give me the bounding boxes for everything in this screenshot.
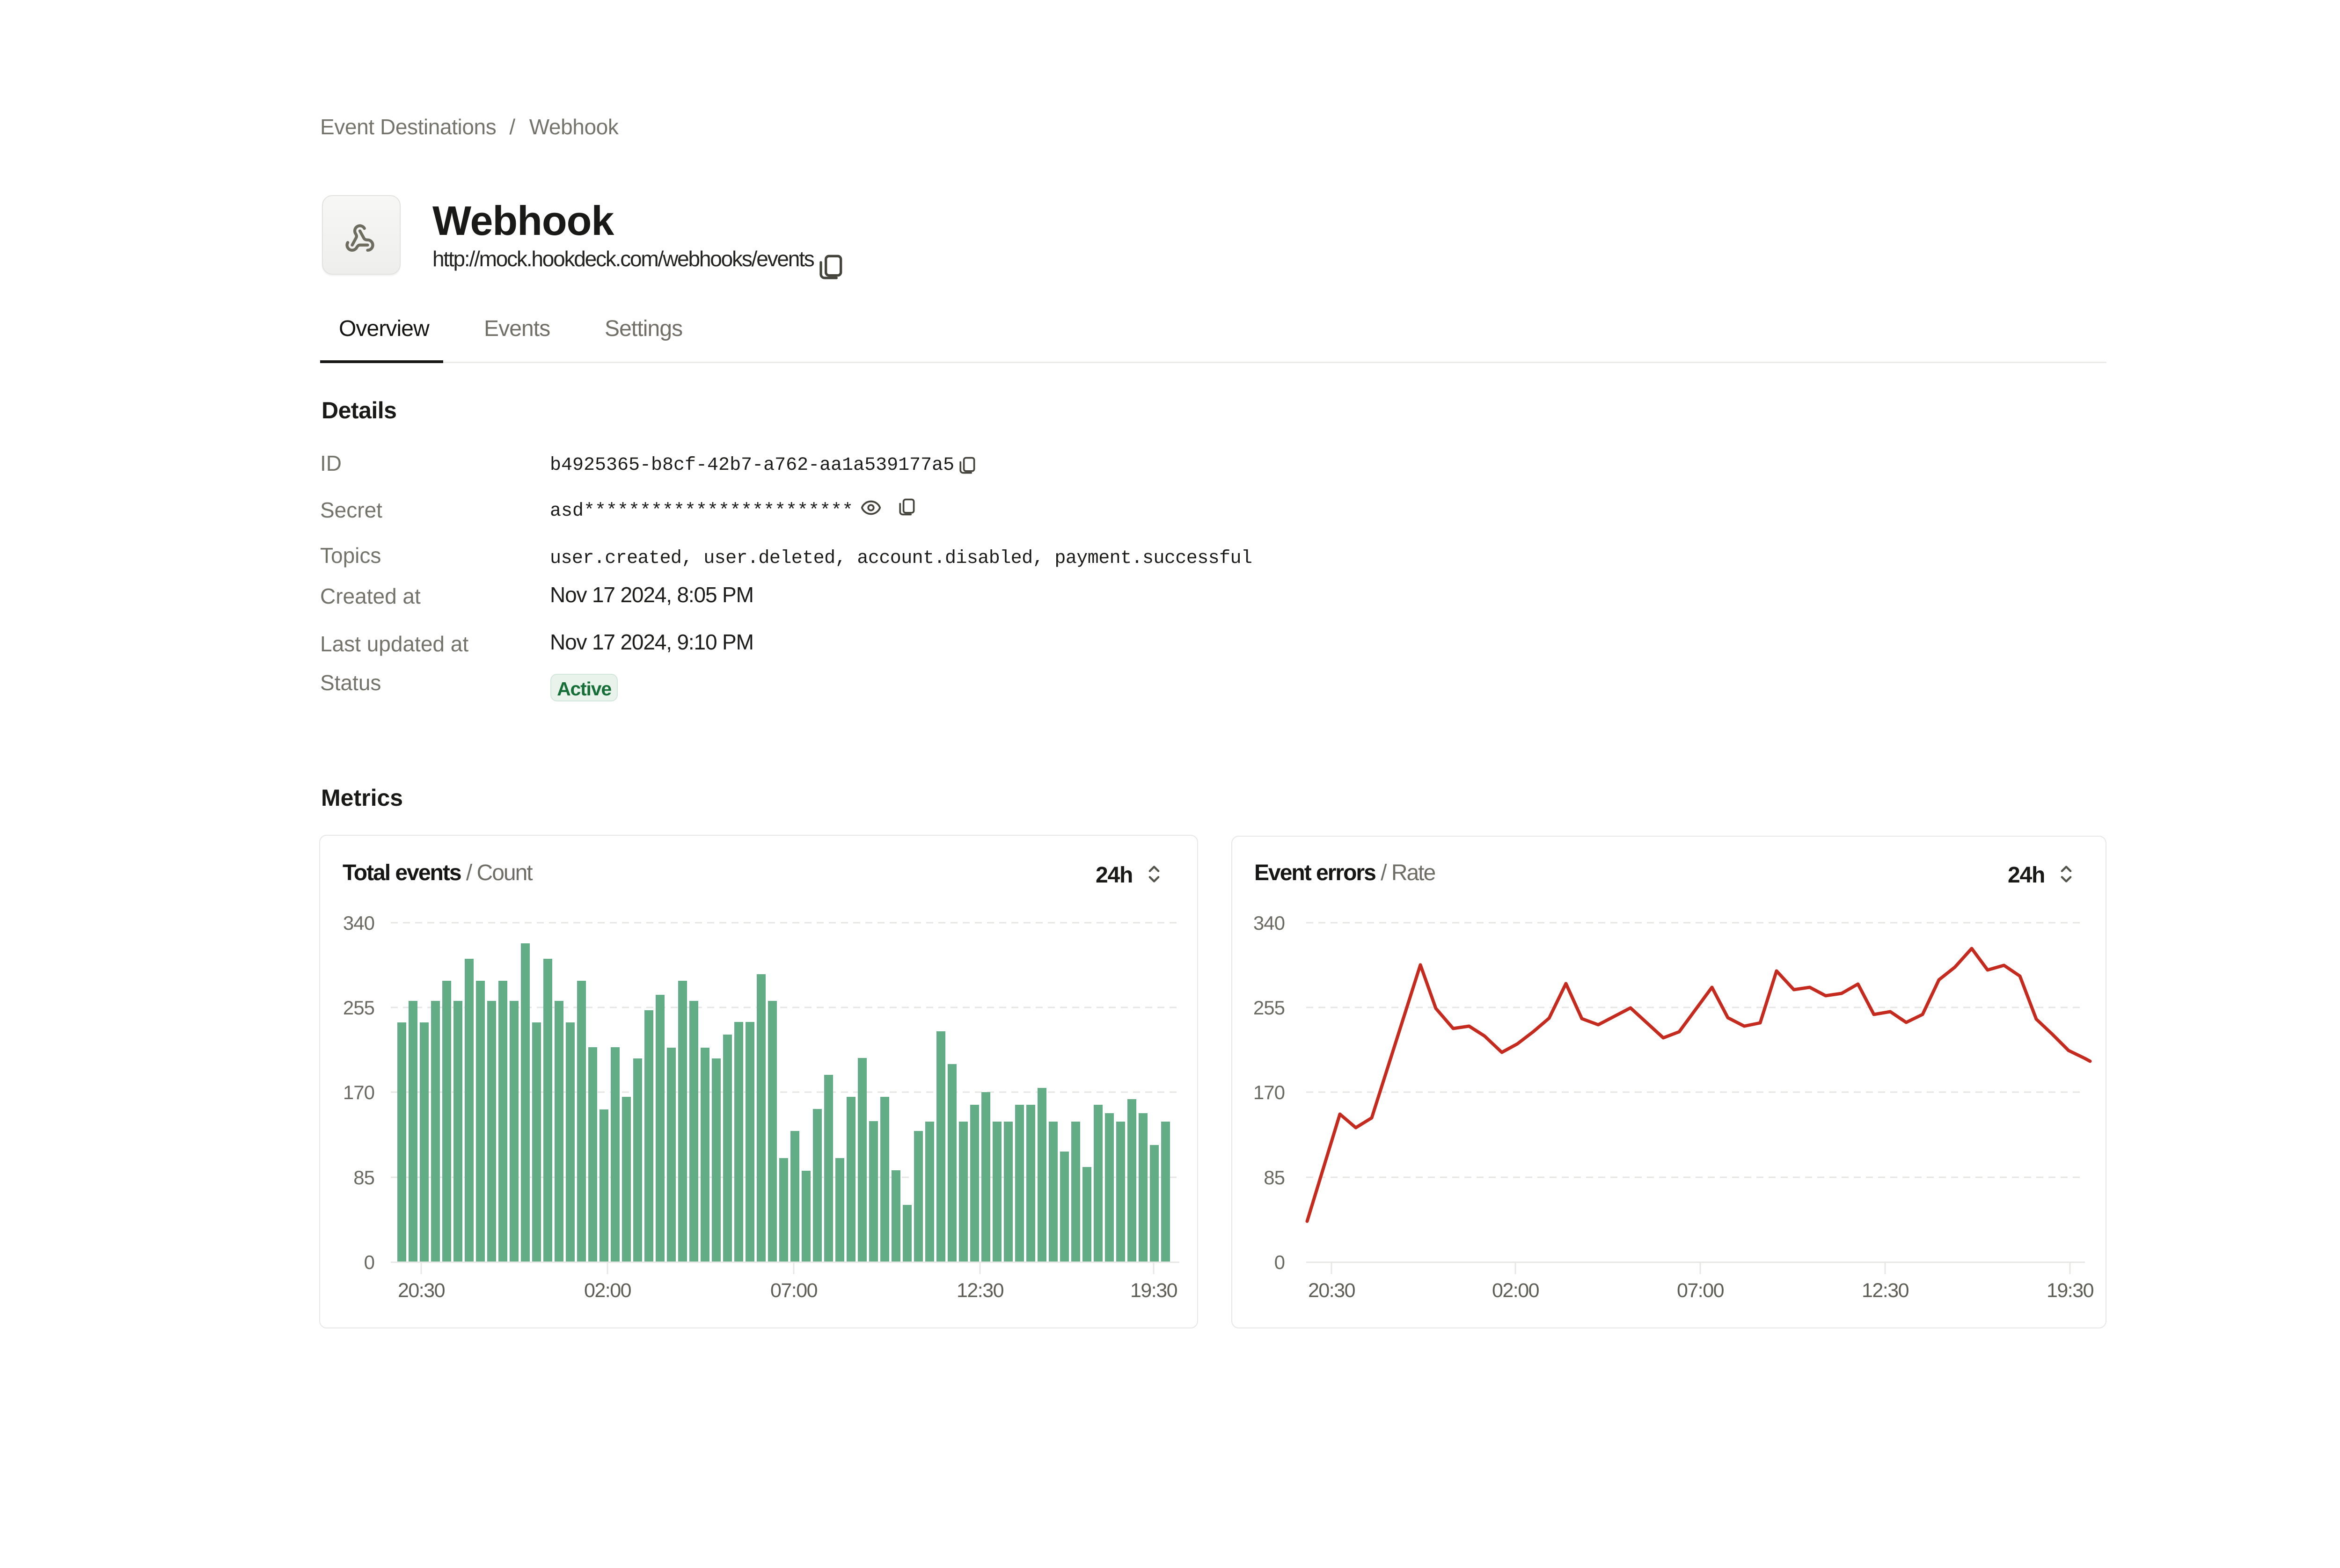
svg-text:255: 255 bbox=[1253, 997, 1285, 1019]
svg-text:12:30: 12:30 bbox=[1862, 1279, 1909, 1302]
svg-text:07:00: 07:00 bbox=[770, 1279, 818, 1302]
svg-text:255: 255 bbox=[343, 997, 374, 1019]
svg-text:02:00: 02:00 bbox=[584, 1279, 631, 1302]
svg-text:340: 340 bbox=[1253, 912, 1285, 934]
svg-text:85: 85 bbox=[1264, 1167, 1285, 1189]
svg-text:20:30: 20:30 bbox=[398, 1279, 445, 1302]
svg-text:170: 170 bbox=[343, 1081, 374, 1103]
svg-text:170: 170 bbox=[1253, 1081, 1285, 1103]
svg-text:12:30: 12:30 bbox=[957, 1279, 1004, 1302]
svg-text:0: 0 bbox=[364, 1251, 374, 1273]
svg-text:02:00: 02:00 bbox=[1492, 1279, 1539, 1302]
svg-text:20:30: 20:30 bbox=[1308, 1279, 1355, 1302]
svg-text:07:00: 07:00 bbox=[1677, 1279, 1724, 1302]
svg-text:19:30: 19:30 bbox=[2047, 1279, 2094, 1302]
svg-text:0: 0 bbox=[1274, 1251, 1285, 1273]
svg-text:85: 85 bbox=[353, 1167, 374, 1189]
svg-text:340: 340 bbox=[343, 912, 374, 934]
svg-text:19:30: 19:30 bbox=[1130, 1279, 1177, 1302]
